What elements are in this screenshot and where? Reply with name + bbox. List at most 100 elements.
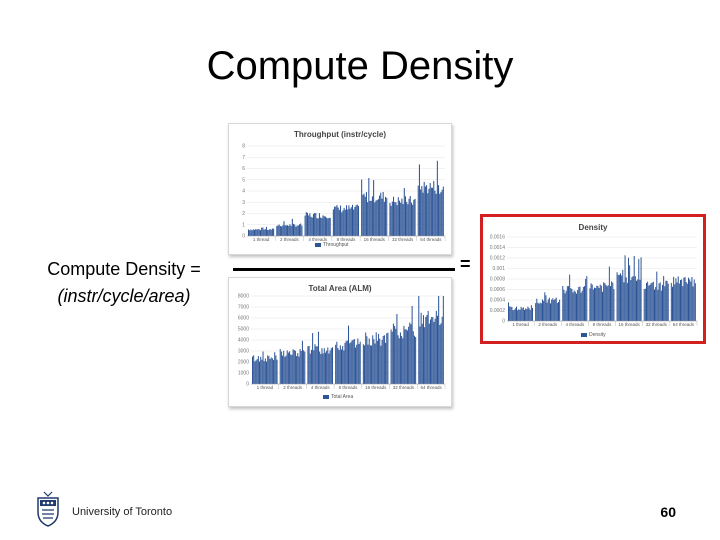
x-category-label: 8 threads xyxy=(337,237,357,242)
bar xyxy=(511,306,513,321)
bar xyxy=(422,315,424,384)
bar xyxy=(441,189,443,236)
bar xyxy=(397,197,399,236)
bar xyxy=(337,207,339,236)
bar xyxy=(331,347,333,384)
bar xyxy=(365,192,367,236)
bar xyxy=(252,229,254,236)
bar xyxy=(275,355,277,384)
bar xyxy=(543,300,545,321)
bar xyxy=(662,284,663,321)
bar xyxy=(638,259,640,321)
bar xyxy=(539,302,541,321)
bar xyxy=(350,342,352,384)
bar xyxy=(610,286,611,321)
y-tick-label: 5 xyxy=(242,177,245,183)
bar xyxy=(520,306,522,321)
bar xyxy=(340,205,342,236)
bar xyxy=(321,348,323,384)
bar xyxy=(563,289,565,321)
bar xyxy=(426,185,428,236)
y-tick-label: 0.0012 xyxy=(490,256,506,262)
bar xyxy=(674,284,676,321)
bar xyxy=(427,193,429,236)
bar xyxy=(408,198,410,236)
bar xyxy=(649,284,651,321)
bar xyxy=(434,190,436,236)
bar xyxy=(633,255,635,321)
bar xyxy=(570,288,572,321)
bar xyxy=(677,276,679,321)
bar xyxy=(628,257,629,321)
bar xyxy=(397,335,399,384)
bar xyxy=(422,192,424,236)
bar xyxy=(691,276,693,321)
bar xyxy=(326,217,328,236)
bar xyxy=(572,292,574,321)
bar xyxy=(393,196,395,236)
bar xyxy=(690,281,692,321)
bar xyxy=(510,306,512,321)
bar xyxy=(320,353,322,384)
y-tick-label: 0 xyxy=(502,319,505,325)
bar xyxy=(421,186,423,236)
bar xyxy=(536,298,538,321)
y-tick-label: 2000 xyxy=(238,360,249,366)
throughput-chart: Throughput (instr/cycle) 0 1 2 3 4 5 6 7 8 1 thre… xyxy=(228,123,452,255)
bar xyxy=(620,273,621,321)
bar xyxy=(381,339,383,384)
bar xyxy=(254,361,256,384)
bar xyxy=(301,340,303,384)
bar xyxy=(279,226,281,236)
bar xyxy=(544,292,546,321)
bar xyxy=(310,349,312,384)
bar xyxy=(338,209,340,236)
bar xyxy=(509,306,511,321)
bar xyxy=(363,193,365,236)
density-chart-plot: 0 0.0002 0.0004 0.0006 0.0008 0.001 0.0012 0.00… xyxy=(490,235,698,327)
bar xyxy=(271,228,273,236)
bar xyxy=(318,213,320,236)
bar xyxy=(366,336,368,384)
bar xyxy=(250,229,252,236)
bar xyxy=(688,277,689,321)
bar xyxy=(268,229,270,236)
bar xyxy=(255,229,257,236)
y-tick-label: 0.001 xyxy=(492,266,505,272)
bar xyxy=(386,197,388,236)
bar xyxy=(276,359,278,384)
bar xyxy=(291,354,293,384)
bar xyxy=(370,200,372,236)
bar xyxy=(309,213,311,236)
bar xyxy=(427,310,429,384)
bar xyxy=(348,325,350,384)
bar xyxy=(597,285,599,321)
x-category-label: 4 threads xyxy=(311,385,331,390)
density-legend: Density xyxy=(581,332,606,338)
bar xyxy=(605,284,607,321)
bar xyxy=(340,349,343,384)
bar xyxy=(387,332,389,384)
bar xyxy=(529,309,531,321)
bar xyxy=(329,350,331,384)
bar xyxy=(542,299,543,321)
bar xyxy=(368,338,370,384)
y-tick-label: 2 xyxy=(242,211,245,217)
bar xyxy=(582,286,584,321)
x-category-label: 1 thread xyxy=(512,322,529,327)
bar xyxy=(267,229,269,236)
y-tick-label: 0.0002 xyxy=(490,308,506,314)
bar xyxy=(424,327,426,384)
bar xyxy=(342,346,344,384)
bar xyxy=(362,194,364,236)
bar xyxy=(435,193,437,236)
bar xyxy=(351,204,354,236)
bar xyxy=(335,206,337,236)
bar xyxy=(378,333,380,384)
bar xyxy=(403,187,405,236)
bar xyxy=(412,331,414,384)
bar xyxy=(613,289,615,321)
y-tick-label: 6 xyxy=(242,166,245,172)
bar xyxy=(316,346,318,384)
bar xyxy=(289,224,291,236)
